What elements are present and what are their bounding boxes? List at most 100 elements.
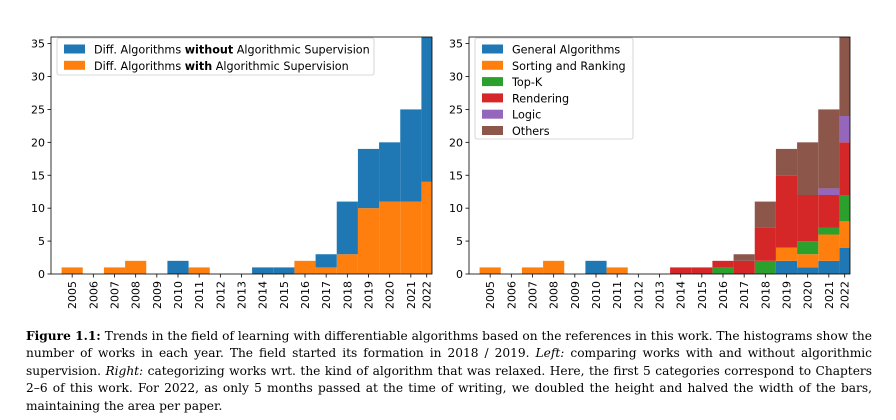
x-tick-label-2016: 2016 <box>299 281 312 309</box>
legend-label-emphasis: with <box>185 60 213 73</box>
caption-text-1: Trends in the field of learning with dif… <box>26 329 872 361</box>
legend-label-text: Diff. Algorithms <box>94 60 185 73</box>
bar-without-2015 <box>273 267 295 274</box>
x-tick-label-2013: 2013 <box>236 281 249 309</box>
caption-label: Figure 1.1: <box>26 329 101 343</box>
legend-swatch <box>482 77 503 87</box>
x-tick-label-2008: 2008 <box>130 281 143 309</box>
x-tick-label-2016: 2016 <box>717 281 730 309</box>
bar-with-2011 <box>188 267 210 274</box>
x-tick-label-2006: 2006 <box>505 281 518 309</box>
y-tick-label: 35 <box>31 38 45 51</box>
bar-without-2014 <box>252 267 274 274</box>
x-tick-label-2017: 2017 <box>320 281 333 309</box>
bar-without-2018 <box>336 201 358 255</box>
legend-label-sorting-and-ranking: Sorting and Ranking <box>512 60 626 73</box>
x-tick-label-2006: 2006 <box>87 281 100 309</box>
legend-label-emphasis: without <box>185 44 234 57</box>
bar-rendering-2015 <box>691 267 713 274</box>
bar-without-2020 <box>379 142 401 202</box>
bar-sorting-and-ranking-2021 <box>818 234 840 261</box>
x-tick-label-2012: 2012 <box>214 281 227 309</box>
bar-with-2007 <box>103 267 126 274</box>
legend-label-without: Diff. Algorithms without Algorithmic Sup… <box>94 44 370 57</box>
bar-sorting-and-ranking-2011 <box>606 267 628 274</box>
legend-label-logic: Logic <box>512 109 541 122</box>
x-tick-label-2019: 2019 <box>781 281 794 309</box>
bar-logic-2022 <box>839 116 850 143</box>
legend-swatch <box>482 44 503 54</box>
legend-label-rendering: Rendering <box>512 92 569 105</box>
x-tick-label-2015: 2015 <box>278 281 291 309</box>
x-tick-label-2007: 2007 <box>527 281 540 309</box>
y-tick-label: 20 <box>449 136 463 149</box>
x-tick-label-2022: 2022 <box>839 281 852 309</box>
legend: General Algorithms Sorting and Ranking Top… <box>474 37 634 140</box>
bar-with-2019 <box>357 208 380 274</box>
caption-right-label: Right: <box>105 363 144 378</box>
bar-rendering-2021 <box>818 195 840 228</box>
x-tick-label-2012: 2012 <box>632 281 645 309</box>
x-tick-label-2005: 2005 <box>66 281 79 309</box>
x-tick-label-2014: 2014 <box>675 281 688 309</box>
bar-top-k-2018 <box>754 260 776 274</box>
bar-rendering-2014 <box>670 267 692 274</box>
bar-without-2022 <box>421 37 432 182</box>
y-tick-label: 5 <box>38 235 45 248</box>
legend-label-general-algorithms: General Algorithms <box>512 44 620 57</box>
y-tick-label: 10 <box>449 202 463 215</box>
legend-label-text: Algorithmic Supervision <box>212 60 349 73</box>
bar-sorting-and-ranking-2020 <box>797 254 819 268</box>
y-tick-label: 20 <box>31 136 45 149</box>
bar-without-2010 <box>167 260 189 274</box>
bar-sorting-and-ranking-2019 <box>775 247 798 261</box>
bar-sorting-and-ranking-2008 <box>543 260 565 274</box>
y-tick-label: 5 <box>456 235 463 248</box>
figure-caption: Figure 1.1: Trends in the field of learn… <box>26 328 872 415</box>
bar-others-2020 <box>797 142 819 195</box>
bar-top-k-2016 <box>712 267 734 274</box>
x-tick-label-2018: 2018 <box>341 281 354 309</box>
bar-others-2018 <box>754 201 776 228</box>
x-tick-label-2021: 2021 <box>823 281 836 309</box>
x-tick-label-2017: 2017 <box>738 281 751 309</box>
legend-label-with: Diff. Algorithms with Algorithmic Superv… <box>94 60 349 73</box>
bar-without-2019 <box>357 148 380 209</box>
right-histogram: 0 5 10 15 20 25 30 35 2005 2006 2007 2008 2009 2010 20… <box>449 36 852 309</box>
legend-swatch <box>482 109 503 119</box>
legend-label-others: Others <box>512 125 550 138</box>
x-tick-label-2010: 2010 <box>590 281 603 309</box>
x-tick-label-2014: 2014 <box>257 281 270 309</box>
bar-others-2022 <box>839 37 850 116</box>
y-tick-label: 35 <box>449 38 463 51</box>
bar-without-2021 <box>400 109 422 202</box>
bar-general-algorithms-2021 <box>818 260 840 274</box>
bar-others-2017 <box>733 254 755 261</box>
bar-with-2005 <box>61 267 83 274</box>
y-tick-label: 15 <box>31 169 45 182</box>
y-tick-label: 15 <box>449 169 463 182</box>
bar-top-k-2020 <box>797 241 819 255</box>
y-tick-label: 0 <box>456 268 463 281</box>
x-tick-label-2022: 2022 <box>421 281 434 309</box>
legend-swatch <box>482 60 503 70</box>
y-tick-label: 0 <box>38 268 45 281</box>
x-tick-label-2009: 2009 <box>151 281 164 309</box>
bar-with-2021 <box>400 201 422 274</box>
bar-rendering-2019 <box>775 175 798 248</box>
x-tick-label-2008: 2008 <box>548 281 561 309</box>
bar-sorting-and-ranking-2022 <box>839 221 850 248</box>
x-tick-label-2010: 2010 <box>172 281 185 309</box>
bar-general-algorithms-2019 <box>775 260 798 274</box>
x-tick-label-2020: 2020 <box>384 281 397 309</box>
bar-with-2022 <box>421 181 432 274</box>
bar-others-2021 <box>818 109 840 189</box>
bar-with-2016 <box>294 260 316 274</box>
y-tick-label: 30 <box>31 71 45 84</box>
legend-box <box>56 37 375 76</box>
bar-rendering-2022 <box>839 142 850 195</box>
left-histogram: 0 5 10 15 20 25 30 35 2005 2006 2007 2008 2009 2010 20… <box>31 36 434 309</box>
bar-top-k-2021 <box>818 227 840 235</box>
x-tick-label-2015: 2015 <box>696 281 709 309</box>
